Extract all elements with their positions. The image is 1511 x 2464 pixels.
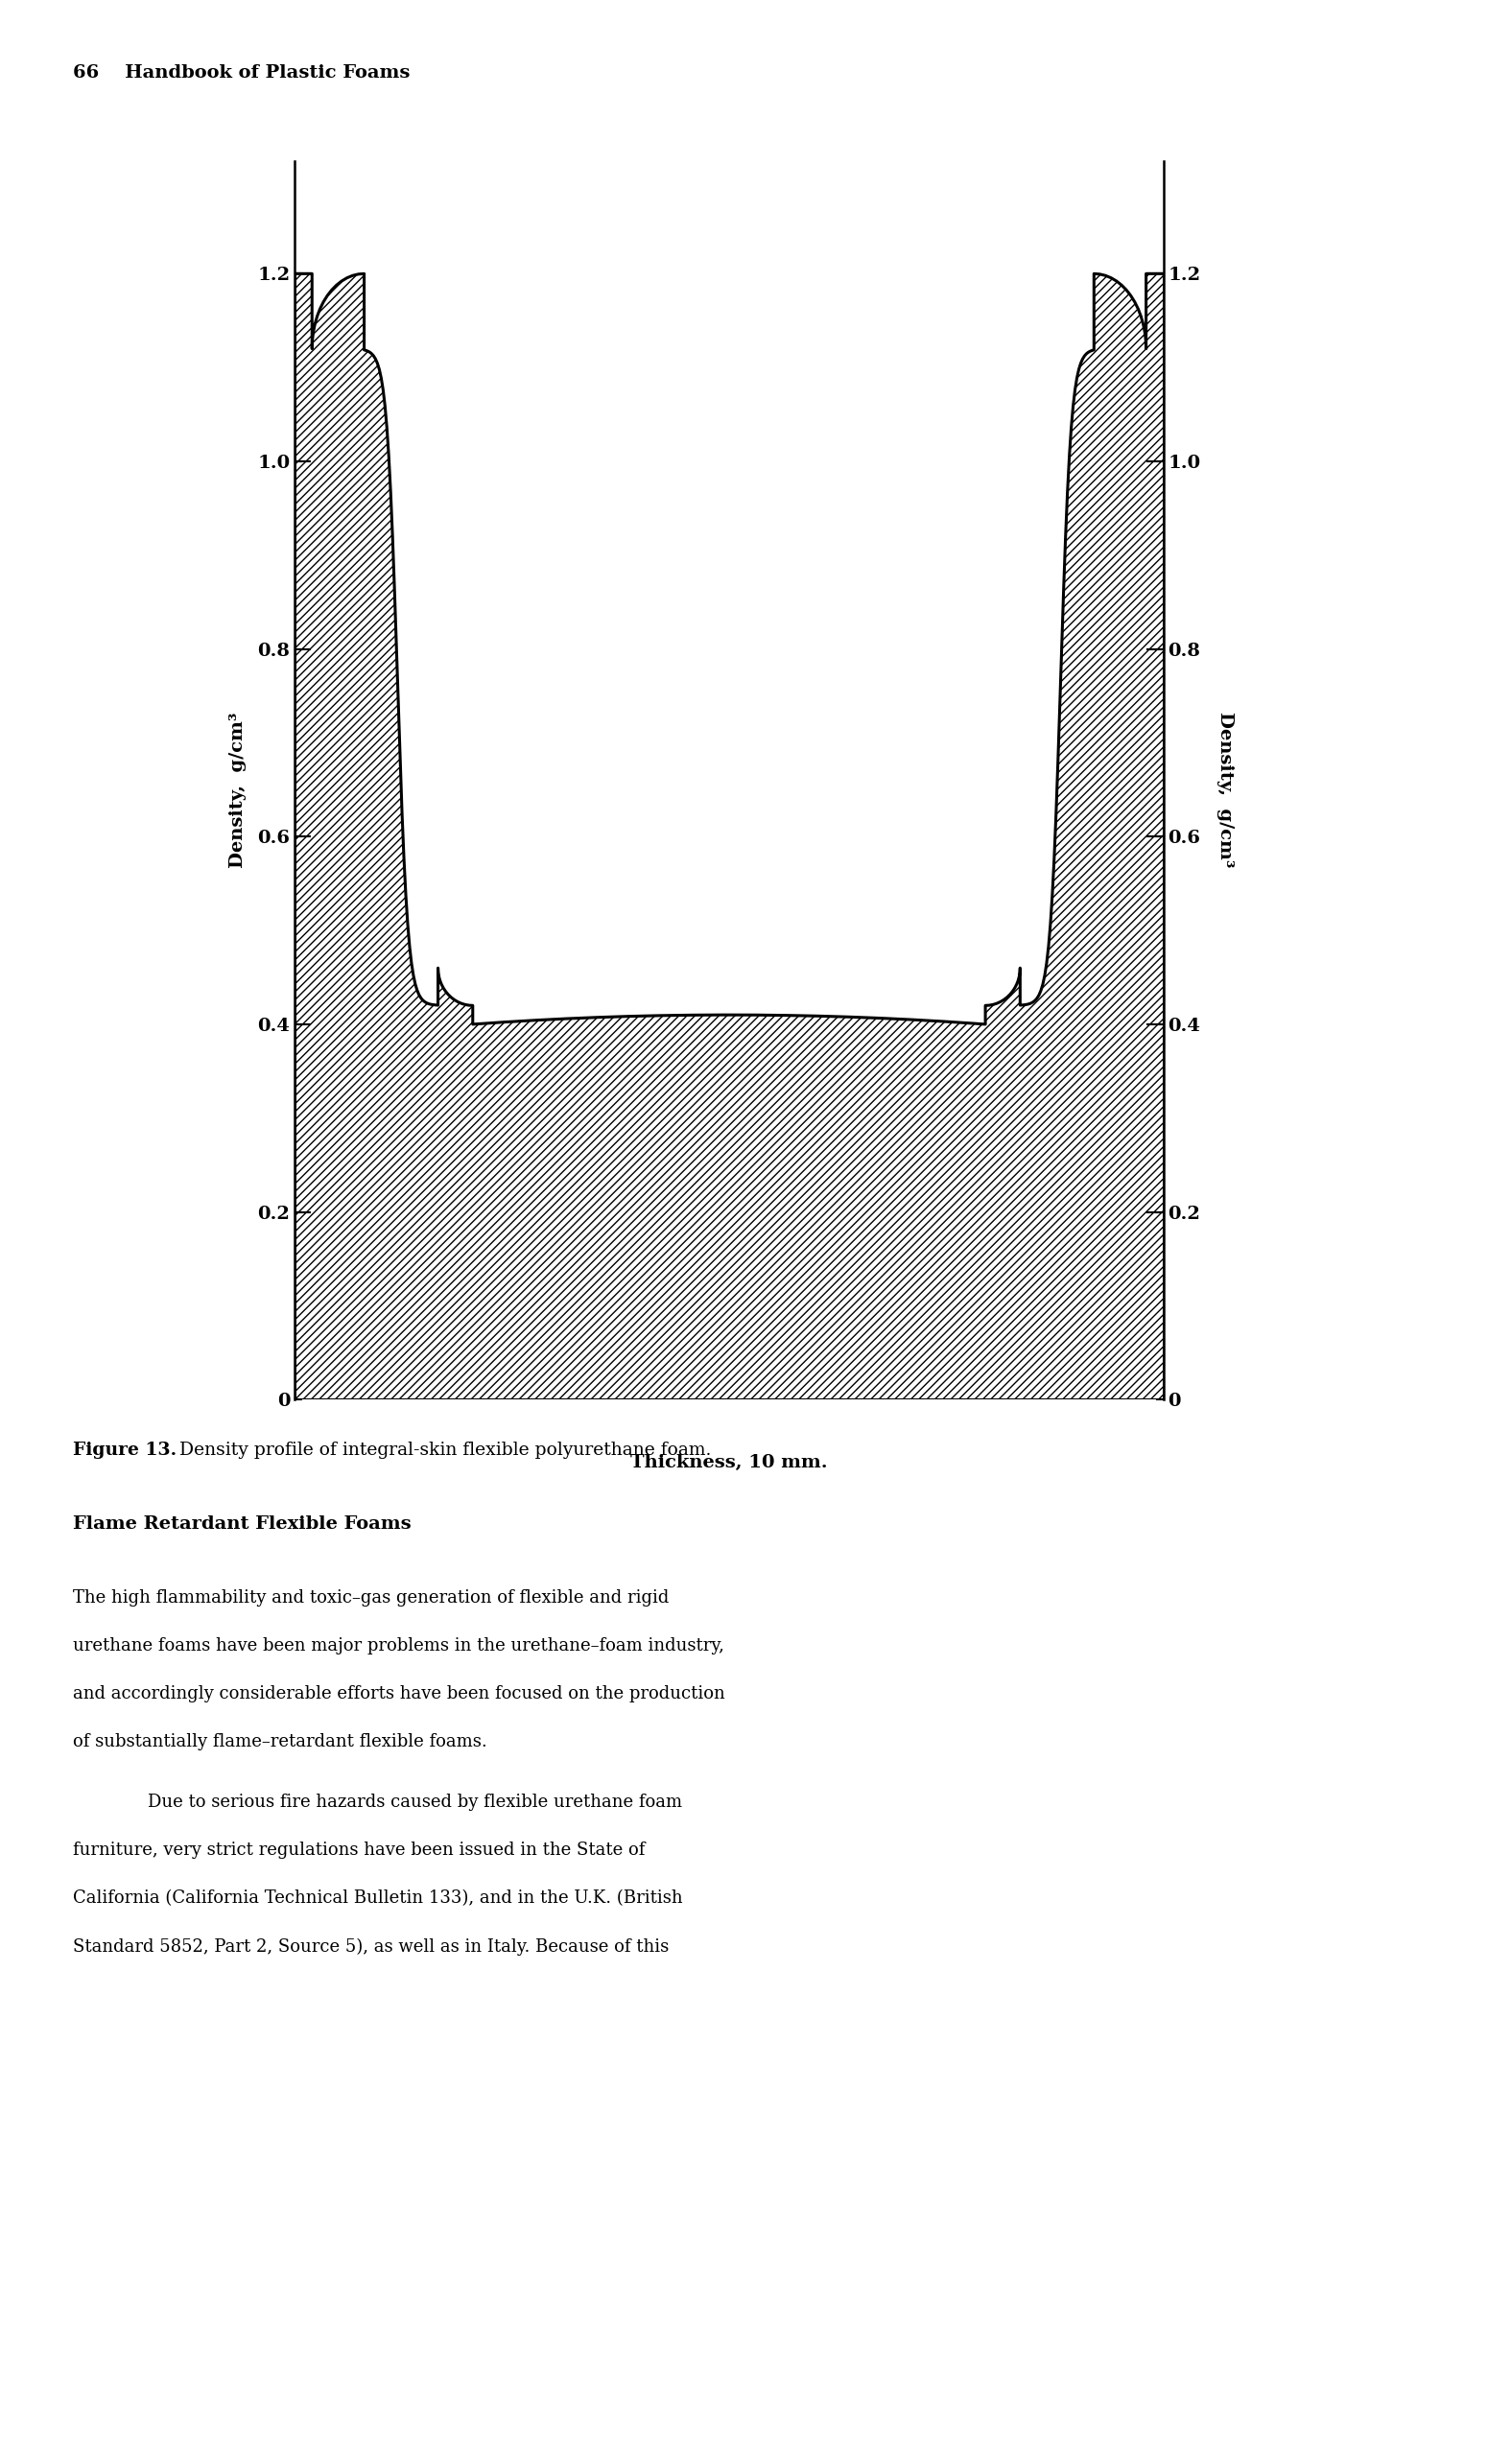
Text: The high flammability and toxic–gas generation of flexible and rigid: The high flammability and toxic–gas gene… [73,1589,669,1607]
Text: Figure 13.: Figure 13. [73,1441,177,1459]
Text: urethane foams have been major problems in the urethane–foam industry,: urethane foams have been major problems … [73,1639,724,1656]
Text: Thickness, 10 mm.: Thickness, 10 mm. [630,1454,828,1471]
Text: Due to serious fire hazards caused by flexible urethane foam: Due to serious fire hazards caused by fl… [148,1794,683,1811]
Text: California (California Technical Bulletin 133), and in the U.K. (British: California (California Technical Bulleti… [73,1890,683,1907]
Text: and accordingly considerable efforts have been focused on the production: and accordingly considerable efforts hav… [73,1685,725,1703]
Text: 66    Handbook of Plastic Foams: 66 Handbook of Plastic Foams [73,64,409,81]
Text: furniture, very strict regulations have been issued in the State of: furniture, very strict regulations have … [73,1843,645,1860]
Text: Density profile of integral-skin flexible polyurethane foam.: Density profile of integral-skin flexibl… [174,1441,712,1459]
Y-axis label: Density,  g/cm³: Density, g/cm³ [1216,712,1234,867]
Text: of substantially flame–retardant flexible foams.: of substantially flame–retardant flexibl… [73,1735,487,1752]
Polygon shape [295,274,1163,1400]
Y-axis label: Density,  g/cm³: Density, g/cm³ [230,712,246,867]
Text: Standard 5852, Part 2, Source 5), as well as in Italy. Because of this: Standard 5852, Part 2, Source 5), as wel… [73,1939,668,1956]
Text: Flame Retardant Flexible Foams: Flame Retardant Flexible Foams [73,1515,411,1533]
